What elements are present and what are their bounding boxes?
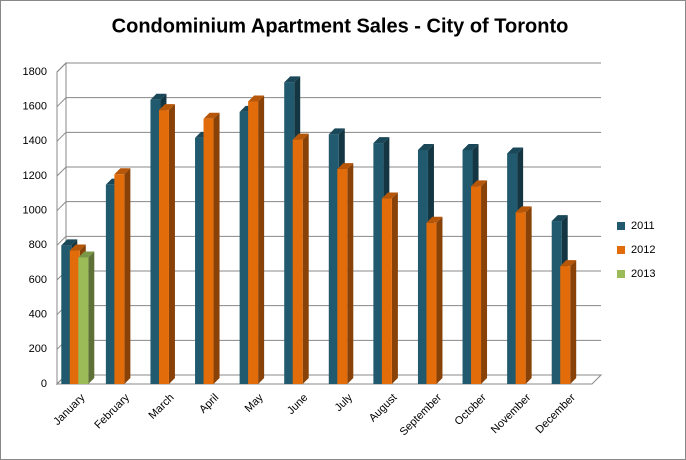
- grid-line: [56, 62, 601, 73]
- bar-top: [78, 251, 95, 258]
- bar: [373, 143, 384, 384]
- bar-top: [373, 137, 390, 144]
- bar-top: [381, 192, 398, 199]
- bar-top: [158, 104, 175, 111]
- bar-top: [426, 216, 443, 223]
- bar-side: [124, 168, 131, 384]
- bar-side: [481, 180, 488, 384]
- bar: [328, 134, 339, 384]
- y-tick-label: 1600: [23, 101, 47, 113]
- bar-top: [462, 144, 479, 150]
- bar-top: [337, 163, 354, 170]
- grid-line: [56, 97, 601, 108]
- y-tick-label: 600: [29, 274, 47, 286]
- bar: [203, 118, 214, 385]
- y-tick-label: 400: [29, 309, 47, 321]
- legend-label: 2012: [631, 244, 655, 256]
- bar-top: [61, 239, 78, 246]
- bar: [462, 150, 473, 384]
- chart-title: Condominium Apartment Sales - City of To…: [112, 15, 569, 37]
- bar: [426, 222, 437, 384]
- bar-top: [248, 95, 265, 102]
- bar: [551, 221, 562, 384]
- bar-top: [203, 112, 220, 119]
- bar-top: [150, 93, 167, 100]
- y-tick-label: 0: [41, 378, 47, 390]
- y-tick-label: 1200: [23, 170, 47, 182]
- bar: [381, 198, 392, 384]
- bar-side: [525, 206, 532, 384]
- bar: [560, 266, 571, 384]
- bar-side: [213, 112, 220, 385]
- bar: [114, 174, 125, 384]
- bar: [105, 184, 116, 384]
- bar-side: [570, 260, 577, 384]
- bar: [69, 250, 80, 384]
- legend-swatch: [617, 222, 625, 230]
- bar: [61, 245, 72, 384]
- bar-top: [69, 244, 86, 251]
- bar-top: [292, 133, 309, 140]
- bar: [78, 257, 89, 384]
- bar-top: [417, 144, 434, 150]
- grid-line: [56, 131, 601, 142]
- bar-side: [347, 163, 354, 384]
- bar: [195, 137, 206, 384]
- bar: [507, 153, 518, 384]
- y-tick-label: 800: [29, 239, 47, 251]
- bar-side: [168, 104, 175, 384]
- bar-top: [507, 147, 524, 154]
- bar: [337, 169, 348, 384]
- bar: [292, 139, 303, 384]
- bar-side: [258, 95, 265, 384]
- bar-top: [551, 215, 568, 222]
- legend-label: 2011: [631, 220, 655, 232]
- bar-top: [471, 180, 488, 187]
- bar: [515, 212, 526, 384]
- bar: [239, 111, 250, 384]
- y-tick-label: 200: [29, 343, 47, 355]
- y-tick-label: 1400: [23, 135, 47, 147]
- bar: [158, 110, 169, 384]
- bar-top: [560, 260, 577, 267]
- bar-side: [88, 251, 95, 384]
- bar: [284, 82, 295, 385]
- bar-top: [328, 128, 345, 135]
- y-tick-label: 1800: [23, 66, 47, 78]
- bar-side: [302, 133, 309, 384]
- bar: [471, 186, 482, 384]
- bar-top: [114, 168, 131, 175]
- bar: [417, 150, 428, 384]
- y-tick-label: 1000: [23, 205, 47, 217]
- bar: [150, 99, 161, 384]
- bar-top: [515, 206, 532, 213]
- bar: [248, 101, 259, 384]
- legend-label: 2013: [631, 268, 655, 280]
- bar-top: [284, 76, 301, 83]
- bar-side: [391, 192, 398, 384]
- legend-swatch: [617, 246, 625, 254]
- legend-swatch: [617, 270, 625, 278]
- bar-side: [436, 216, 443, 384]
